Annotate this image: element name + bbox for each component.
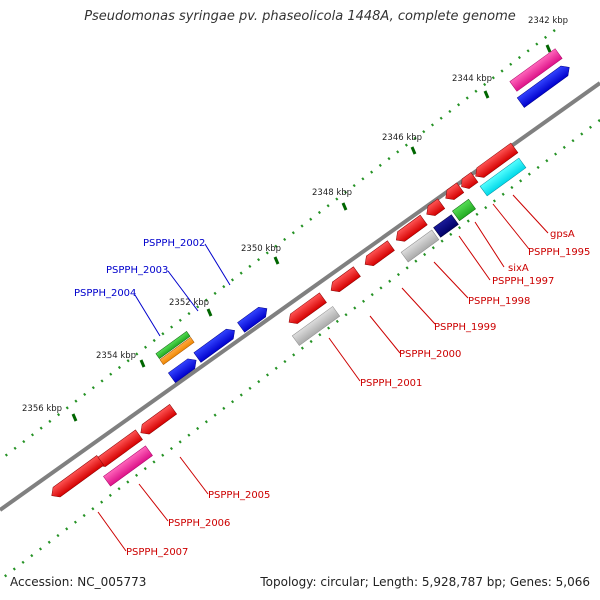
gene-label-pspph-2006[interactable]: PSPPH_2006 [168,518,230,529]
gene-label-pspph-2002[interactable]: PSPPH_2002 [143,238,205,249]
gene-arrow-blue-2004[interactable] [167,355,199,384]
leader-lines-blue [134,243,231,337]
scale-label-2342: 2342 kbp [528,16,568,26]
gene-label-sixa[interactable]: sixA [508,263,529,274]
gene-arrow-red-1995[interactable] [472,142,519,181]
feature-box-green-2004[interactable] [155,331,191,359]
gene-arrow-red-2005[interactable] [137,404,178,437]
scale-label-2348: 2348 kbp [312,188,352,198]
feature-box-gray-1998[interactable] [400,229,440,263]
genome-title: Pseudomonas syringae pv. phaseolicola 14… [84,9,516,24]
feature-box-gray-2001[interactable] [291,306,341,346]
leader-lines-red [97,194,549,552]
gene-label-pspph-2007[interactable]: PSPPH_2007 [126,547,188,558]
feature-box-orange-2004[interactable] [159,337,195,365]
scale-label-2354: 2354 kbp [96,351,136,361]
scale-label-2352: 2352 kbp [169,298,209,308]
gene-label-pspph-2001[interactable]: PSPPH_2001 [360,378,422,389]
feature-box-cyan[interactable] [479,157,527,197]
scale-label-2346: 2346 kbp [382,133,422,143]
gene-arrow-red-2001[interactable] [285,292,327,327]
gene-label-pspph-1995[interactable]: PSPPH_1995 [528,247,590,258]
gene-arrow-red-1998[interactable] [393,214,428,245]
scale-label-2344: 2344 kbp [452,74,492,84]
genome-stats-label: Topology: circular; Length: 5,928,787 bp… [260,575,590,589]
scale-label-2356: 2356 kbp [22,404,62,414]
gene-arrow-red-2000[interactable] [328,266,361,296]
gene-label-gpsa[interactable]: gpsA [550,229,575,240]
feature-box-navy-1997[interactable] [433,214,459,238]
gene-arrow-red-1997b[interactable] [423,198,446,219]
inner-scale-arc [0,119,600,581]
gene-arrow-red-2007[interactable] [48,455,105,501]
gene-label-pspph-1997[interactable]: PSPPH_1997 [492,276,554,287]
gene-arrow-blue-2002[interactable] [237,304,271,333]
gene-label-pspph-2004[interactable]: PSPPH_2004 [74,288,136,299]
reverse-strand-genes [48,142,519,501]
gene-arrow-blue[interactable] [516,63,573,108]
gene-arrow-magenta[interactable] [509,48,563,92]
gene-label-pspph-2005[interactable]: PSPPH_2005 [208,490,270,501]
gene-label-pspph-2000[interactable]: PSPPH_2000 [399,349,461,360]
feature-box-magenta-2006[interactable] [103,445,153,487]
gene-arrow-red-1999[interactable] [362,240,395,270]
feature-box-green-sixA[interactable] [452,198,476,222]
forward-strand-genes [167,48,573,384]
gene-arrow-red-1996[interactable] [458,172,479,191]
gene-label-pspph-2003[interactable]: PSPPH_2003 [106,265,168,276]
feature-boxes [103,157,527,487]
gene-arrow-red-1997a[interactable] [442,182,465,203]
gene-label-pspph-1998[interactable]: PSPPH_1998 [468,296,530,307]
gene-label-pspph-1999[interactable]: PSPPH_1999 [434,322,496,333]
accession-label: Accession: NC_005773 [10,575,147,589]
scale-label-2350: 2350 kbp [241,244,281,254]
gene-arrow-blue-2003[interactable] [193,326,238,363]
major-ticks [71,44,552,422]
